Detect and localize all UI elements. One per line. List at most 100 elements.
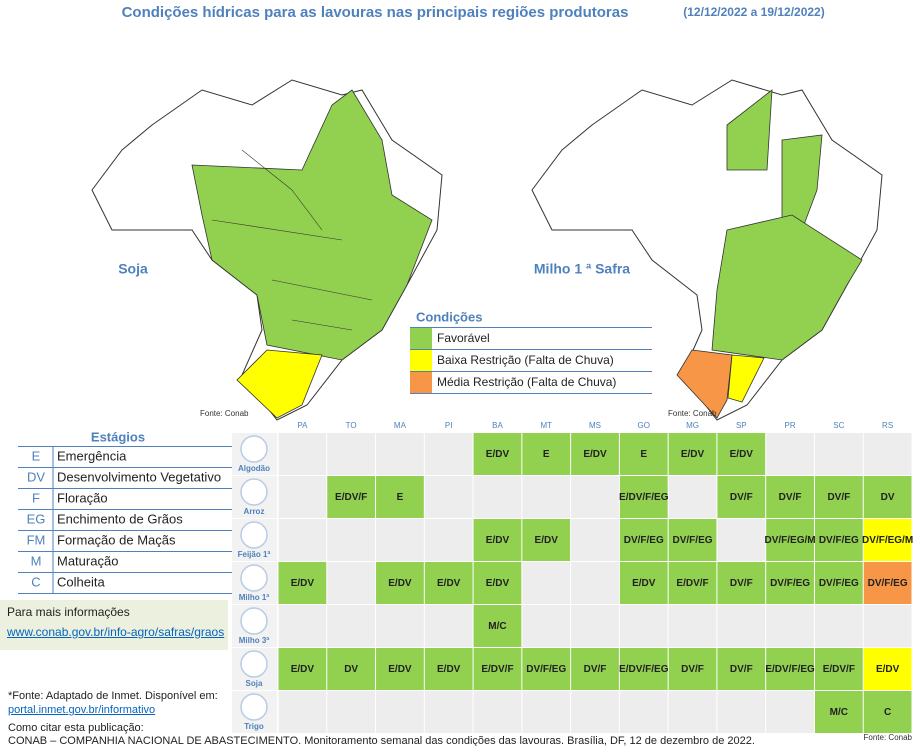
crop-icon: [240, 521, 268, 549]
legend-swatch: [410, 372, 432, 393]
table-cell: [424, 605, 473, 647]
cell-text: E/DV: [437, 578, 461, 589]
state-header: PR: [785, 421, 796, 430]
cell-text: E/DV/F/EG: [765, 664, 815, 675]
table-cell: [717, 519, 766, 561]
table-cell: [766, 648, 814, 690]
cell-text: E/DV: [583, 449, 607, 460]
crop-icon: [240, 607, 268, 635]
state-header: MG: [686, 421, 699, 430]
table-cell: [571, 605, 619, 647]
stage-code: DV: [27, 469, 45, 484]
table-cell: [278, 648, 327, 690]
table-cell: [424, 691, 473, 733]
table-cell: [668, 691, 717, 733]
table-cell: [424, 562, 473, 604]
legend-swatch: [410, 350, 432, 371]
crop-label: Milho 1ª: [239, 593, 270, 602]
stage-code: E: [32, 448, 41, 463]
table-cell: [814, 605, 863, 647]
table-cell: [473, 476, 522, 518]
cell-text: DV/F: [584, 664, 607, 675]
info-link[interactable]: www.conab.gov.br/info-agro/safras/graos: [7, 625, 225, 639]
table-cell: [424, 476, 473, 518]
stage-code: C: [31, 574, 40, 589]
state-header: MT: [540, 421, 552, 430]
legend-label: Baixa Restrição (Falta de Chuva): [437, 353, 614, 367]
table-cell: [327, 648, 376, 690]
table-cell: [717, 648, 766, 690]
cell-text: E/DV: [437, 664, 461, 675]
table-cell: [766, 562, 814, 604]
crop-label: Trigo: [244, 722, 264, 731]
stage-label: Floração: [57, 490, 108, 505]
state-header: GO: [638, 421, 650, 430]
cell-text: DV/F/EG: [770, 578, 810, 589]
stage-code: EG: [27, 511, 46, 526]
table-cell: [278, 605, 327, 647]
table-cell: [424, 433, 473, 475]
citation: CONAB – COMPANHIA NACIONAL DE ABASTECIME…: [8, 735, 755, 746]
table-cell: [863, 476, 912, 518]
table-cell: [522, 519, 571, 561]
table-cell: [619, 519, 668, 561]
table-cell: [814, 648, 863, 690]
table-cell: [327, 433, 376, 475]
cell-text: DV/F/EG: [819, 578, 859, 589]
legend-swatch: [410, 328, 432, 349]
state-header: MA: [394, 421, 407, 430]
cell-text: DV/F/EG/M: [765, 535, 816, 546]
legend-label: Favorável: [437, 331, 490, 345]
crop-label: Arroz: [244, 507, 265, 516]
cell-text: E: [543, 449, 550, 460]
table-cell: [522, 691, 571, 733]
crop-icon: [240, 650, 268, 678]
state-header: MS: [589, 421, 601, 430]
stages: E Emergência DV Desenvolvimento Vegetativo F…: [18, 446, 245, 594]
cell-text: E/DV: [535, 535, 559, 546]
cell-text: E/DV/F: [335, 492, 367, 503]
table-cell: [376, 562, 424, 604]
table-cell: [766, 691, 814, 733]
cell-text: E: [397, 492, 404, 503]
date-range: (12/12/2022 a 19/12/2022): [683, 5, 824, 19]
legend: Favorável Baixa Restrição (Falta de Chuva…: [410, 327, 652, 394]
cell-text: DV/F/EG: [673, 535, 713, 546]
source-note: *Fonte: Adaptado de Inmet. Disponível em…: [8, 690, 218, 702]
crop-icon: [240, 478, 268, 506]
table-cell: [668, 433, 717, 475]
cell-text: DV/F: [779, 492, 802, 503]
stage-code: M: [31, 553, 42, 568]
table-cell: [571, 519, 619, 561]
table-cell: [766, 433, 814, 475]
map-label: Soja: [118, 261, 148, 277]
table-cell: [376, 648, 424, 690]
table-cell: [376, 476, 424, 518]
map-milho: [531, 79, 883, 421]
table-cell: [668, 562, 717, 604]
crop-label: Soja: [246, 679, 263, 688]
table-cell: [619, 648, 668, 690]
table-cell: [571, 562, 619, 604]
table-cell: [473, 605, 522, 647]
table-cell: [814, 519, 863, 561]
stage-code: F: [32, 490, 40, 505]
table-cell: [327, 476, 376, 518]
stage-label: Maturação: [57, 553, 118, 568]
table-cell: [571, 648, 619, 690]
state-header: RS: [882, 421, 893, 430]
cell-text: E/DV/F/EG: [619, 664, 669, 675]
cell-text: DV/F/EG/M: [862, 535, 913, 546]
cell-text: DV/F/EG: [868, 578, 908, 589]
table-cell: [376, 605, 424, 647]
source-link[interactable]: portal.inmet.gov.br/informativo: [8, 704, 156, 716]
crop-label: Feijão 1ª: [238, 550, 271, 559]
map-source: Fonte: Conab: [200, 409, 249, 418]
table-cell: [522, 562, 571, 604]
table-cell: [278, 691, 327, 733]
map-label: Milho 1 ª Safra: [534, 261, 630, 277]
table-cell: [619, 476, 668, 518]
table-cell: [278, 476, 327, 518]
table-cell: [668, 519, 717, 561]
